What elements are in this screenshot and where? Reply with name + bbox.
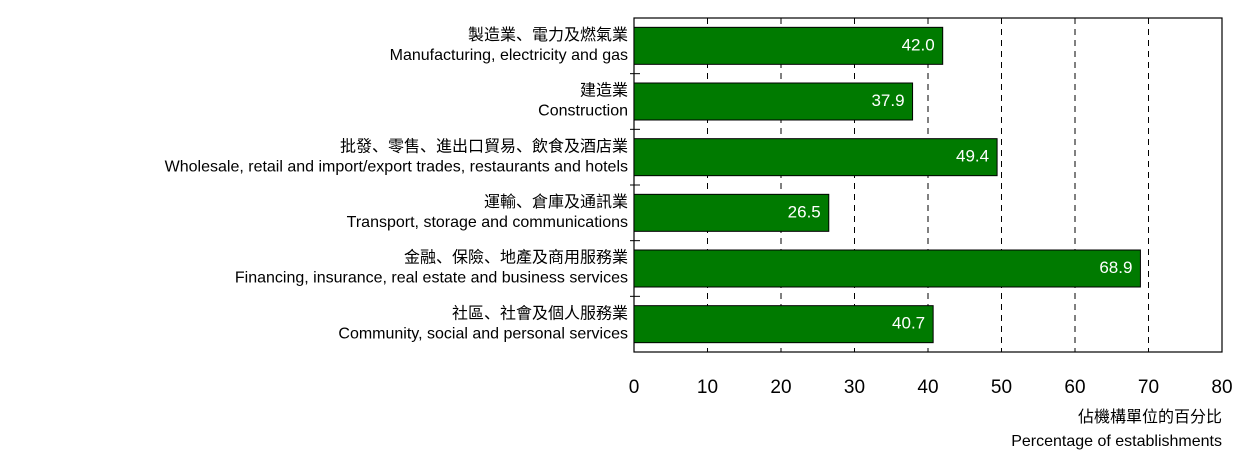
x-tick-label: 20 — [770, 377, 791, 398]
value-label: 26.5 — [788, 202, 821, 221]
category-label-en: Community, social and personal services — [338, 325, 628, 342]
value-label: 42.0 — [902, 35, 935, 54]
category-label-zh: 社區、社會及個人服務業 — [452, 304, 628, 322]
x-axis-title-en: Percentage of establishments — [1011, 433, 1222, 450]
value-label: 68.9 — [1099, 258, 1132, 277]
x-tick-label: 80 — [1211, 377, 1232, 398]
bar — [633, 305, 934, 344]
value-label: 37.9 — [871, 91, 904, 110]
x-tick-label: 70 — [1138, 377, 1159, 398]
category-label-en: Financing, insurance, real estate and bu… — [235, 270, 628, 287]
bar — [633, 26, 944, 65]
bar — [633, 193, 830, 232]
bar — [633, 138, 998, 177]
value-label: 49.4 — [956, 147, 989, 166]
category-label-zh: 運輸、倉庫及通訊業 — [484, 193, 628, 211]
x-tick-label: 10 — [697, 377, 718, 398]
category-label-zh: 建造業 — [580, 82, 628, 100]
x-tick-label: 30 — [844, 377, 865, 398]
category-label-zh: 製造業、電力及燃氣業 — [468, 26, 628, 44]
category-label-en: Construction — [538, 103, 628, 120]
bar — [633, 249, 1141, 288]
category-label-zh: 批發、零售、進出口貿易、飲食及酒店業 — [340, 137, 628, 155]
category-label-en: Transport, storage and communications — [347, 214, 628, 231]
x-tick-label: 60 — [1064, 377, 1085, 398]
x-tick-label: 0 — [629, 377, 640, 398]
value-label: 40.7 — [892, 314, 925, 333]
category-label-zh: 金融、保險、地產及商用服務業 — [404, 249, 628, 267]
x-axis-title-zh: 佔機構單位的百分比 — [1078, 408, 1222, 426]
bar — [633, 82, 914, 121]
category-label-en: Wholesale, retail and import/export trad… — [165, 158, 628, 175]
category-label-en: Manufacturing, electricity and gas — [390, 47, 628, 64]
x-tick-label: 50 — [991, 377, 1012, 398]
x-tick-label: 40 — [917, 377, 938, 398]
